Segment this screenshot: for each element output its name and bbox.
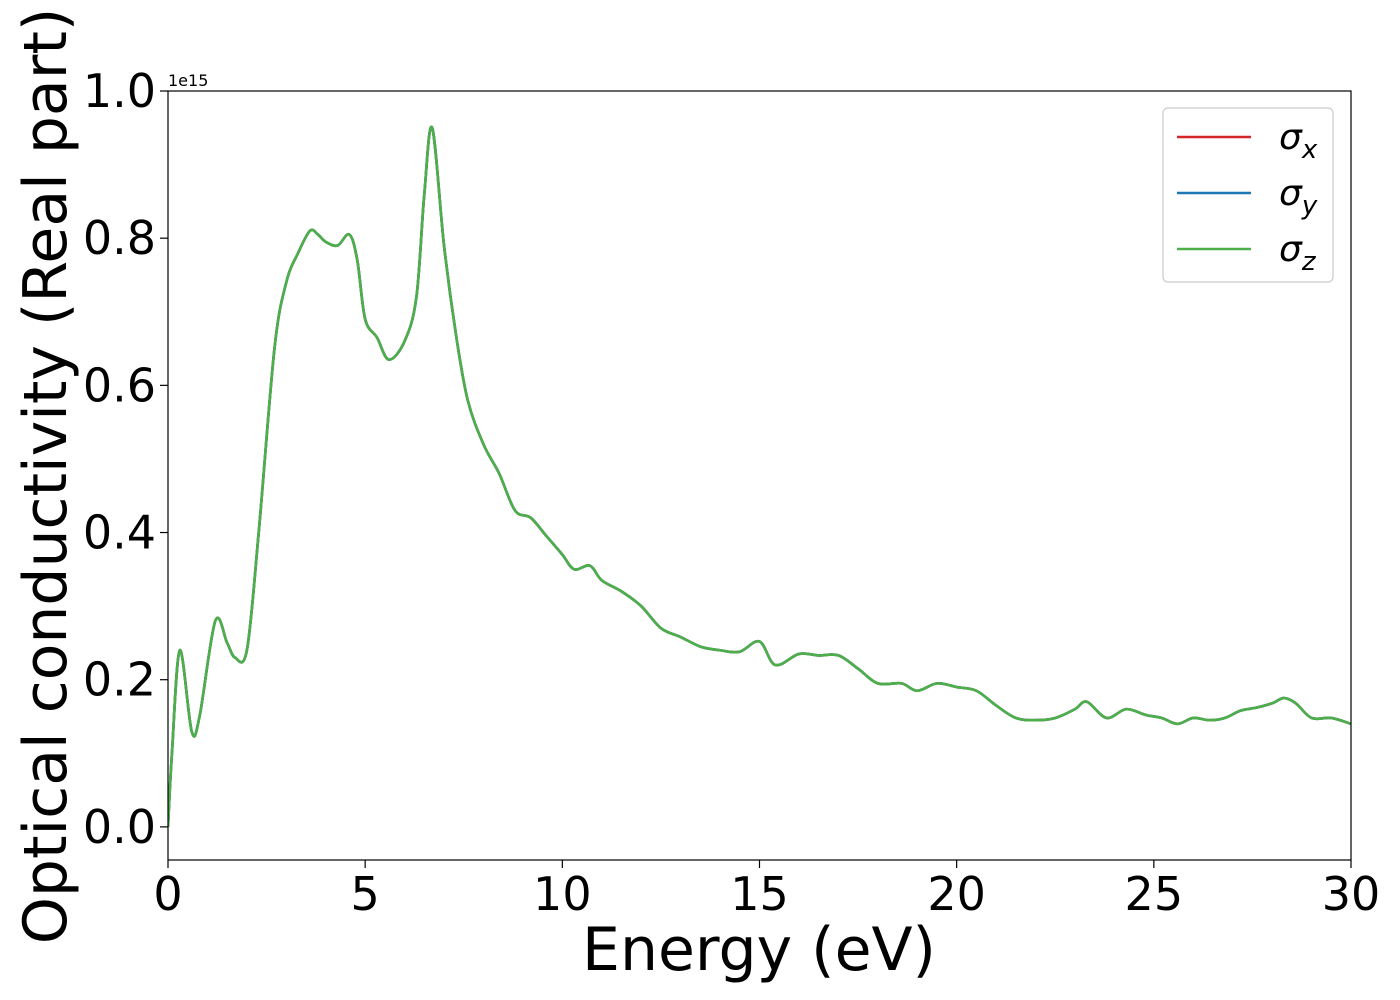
legend-label-sigma-y: σy bbox=[1279, 173, 1318, 221]
series-lines bbox=[168, 125, 1351, 827]
y-tick-label: 0.2 bbox=[83, 653, 156, 707]
x-tick-label: 5 bbox=[351, 867, 380, 921]
legend: σx σy σz bbox=[1162, 107, 1334, 283]
y-offset-text: 1e15 bbox=[168, 71, 208, 90]
y-axis-label: Optical conductivity (Real part) bbox=[11, 8, 81, 945]
y-tick-label: 0.4 bbox=[83, 506, 156, 560]
x-axis-ticks: 0 5 10 15 20 25 30 bbox=[153, 860, 1380, 921]
y-tick-label: 0.6 bbox=[83, 358, 156, 412]
plot-background bbox=[168, 91, 1351, 860]
x-tick-label: 30 bbox=[1322, 867, 1381, 921]
x-tick-label: 15 bbox=[730, 867, 789, 921]
x-axis-label: Energy (eV) bbox=[582, 915, 936, 985]
x-tick-label: 20 bbox=[927, 867, 986, 921]
legend-box bbox=[1162, 107, 1334, 283]
y-tick-label: 0.0 bbox=[83, 800, 156, 854]
y-axis-ticks: 0.0 0.2 0.4 0.6 0.8 1.0 bbox=[83, 64, 168, 854]
x-tick-label: 10 bbox=[533, 867, 592, 921]
x-tick-label: 0 bbox=[153, 867, 182, 921]
y-tick-label: 0.8 bbox=[83, 211, 156, 265]
series-line-sigma-z bbox=[168, 125, 1351, 827]
legend-label-sigma-z: σz bbox=[1279, 229, 1317, 277]
x-tick-label: 25 bbox=[1125, 867, 1184, 921]
y-tick-label: 1.0 bbox=[83, 64, 156, 118]
legend-label-sigma-x: σx bbox=[1279, 117, 1318, 165]
plot-frame bbox=[167, 90, 1352, 861]
